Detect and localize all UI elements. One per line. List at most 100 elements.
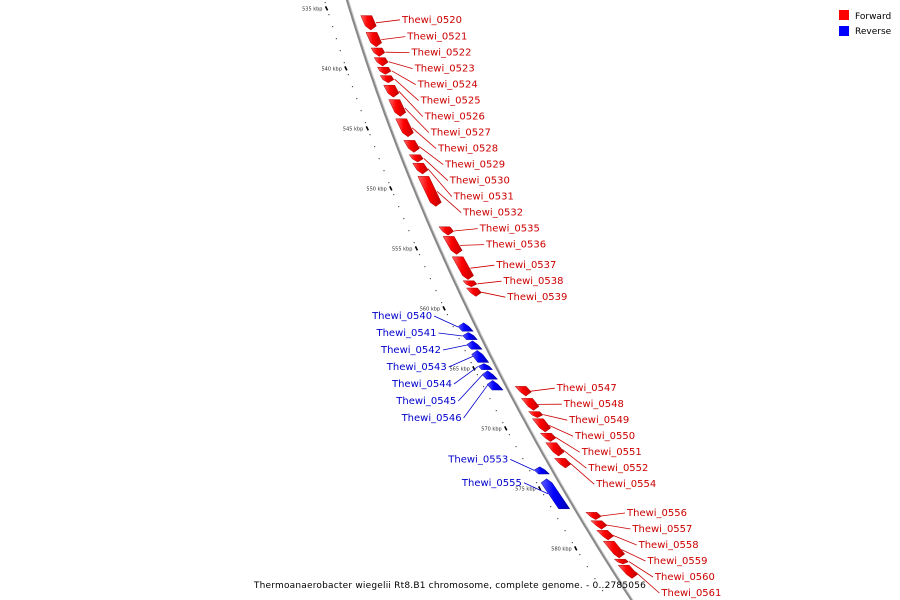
gene-arrow[interactable]: [602, 540, 626, 559]
gene-label-leader: [398, 90, 424, 117]
gene-label[interactable]: Thewi_0520: [401, 15, 462, 26]
gene-label[interactable]: Thewi_0540: [371, 311, 432, 322]
ruler-dot: [343, 62, 345, 64]
gene-arrow[interactable]: [486, 380, 504, 391]
gene-arrow[interactable]: [590, 520, 608, 530]
gene-arrow[interactable]: [417, 176, 442, 207]
legend-label-forward: Forward: [855, 12, 891, 22]
ruler-tick: [472, 366, 476, 371]
gene-label-leader: [375, 19, 401, 24]
gene-label[interactable]: Thewi_0554: [595, 479, 656, 490]
gene-label[interactable]: Thewi_0547: [556, 383, 617, 394]
gene-label[interactable]: Thewi_0535: [479, 224, 540, 235]
gene-label-leader: [391, 70, 416, 85]
gene-label-leader: [555, 437, 580, 453]
gene-label[interactable]: Thewi_0548: [563, 399, 624, 410]
gene-arrow[interactable]: [514, 386, 532, 397]
gene-label[interactable]: Thewi_0550: [574, 431, 635, 442]
gene-arrow[interactable]: [442, 236, 463, 255]
gene-label[interactable]: Thewi_0542: [380, 345, 441, 356]
gene-arrow[interactable]: [412, 162, 429, 175]
gene-arrow[interactable]: [477, 363, 494, 370]
gene-arrow[interactable]: [383, 84, 400, 98]
gene-arrow[interactable]: [451, 256, 474, 280]
gene-label[interactable]: Thewi_0549: [568, 415, 629, 426]
gene-label-leader: [411, 127, 437, 149]
ruler-dot: [571, 542, 573, 544]
gene-arrow[interactable]: [373, 57, 389, 67]
gene-arrow[interactable]: [466, 340, 483, 350]
gene-label[interactable]: Thewi_0536: [485, 240, 546, 251]
gene-arrow[interactable]: [527, 411, 544, 418]
gene-arrow[interactable]: [395, 118, 414, 138]
gene-label[interactable]: Thewi_0531: [453, 192, 514, 203]
gene-label[interactable]: Thewi_0529: [444, 160, 505, 171]
gene-arrow[interactable]: [377, 66, 392, 75]
gene-arrow[interactable]: [365, 32, 383, 48]
gene-label[interactable]: Thewi_0538: [503, 276, 564, 287]
gene-arrow[interactable]: [465, 287, 482, 297]
gene-arrow[interactable]: [408, 154, 424, 163]
gene-label[interactable]: Thewi_0539: [506, 292, 567, 303]
gene-label[interactable]: Thewi_0557: [631, 524, 692, 535]
gene-arrow[interactable]: [545, 442, 565, 457]
gene-arrow[interactable]: [585, 512, 602, 520]
gene-arrow[interactable]: [481, 370, 499, 380]
gene-label-leader: [606, 524, 631, 530]
gene-label-leader: [543, 414, 568, 421]
gene-label[interactable]: Thewi_0527: [430, 128, 491, 139]
gene-label[interactable]: Thewi_0541: [375, 328, 436, 339]
gene-label[interactable]: Thewi_0522: [411, 48, 472, 59]
gene-arrow[interactable]: [438, 226, 454, 236]
gene-label[interactable]: Thewi_0560: [654, 572, 715, 583]
ruler-dot: [383, 170, 385, 172]
gene-label[interactable]: Thewi_0553: [447, 454, 508, 465]
gene-arrow[interactable]: [617, 564, 638, 579]
gene-label[interactable]: Thewi_0525: [420, 96, 481, 107]
gene-label[interactable]: Thewi_0530: [449, 176, 510, 187]
gene-label[interactable]: Thewi_0532: [462, 208, 523, 219]
gene-arrow[interactable]: [540, 478, 571, 510]
gene-arrow[interactable]: [457, 322, 474, 332]
gene-arrow[interactable]: [533, 466, 551, 475]
gene-arrow[interactable]: [531, 418, 552, 433]
gene-arrow[interactable]: [388, 99, 407, 117]
gene-label[interactable]: Thewi_0528: [437, 144, 498, 155]
gene-label[interactable]: Thewi_0544: [391, 379, 452, 390]
gene-label[interactable]: Thewi_0543: [386, 362, 447, 373]
ruler-dot: [403, 218, 405, 220]
gene-arrow[interactable]: [403, 140, 420, 153]
gene-arrow[interactable]: [379, 75, 395, 84]
gene-arrow[interactable]: [553, 458, 572, 469]
gene-label[interactable]: Thewi_0558: [638, 540, 699, 551]
ruler-dot: [550, 506, 552, 508]
gene-arrow[interactable]: [539, 432, 557, 442]
gene-arrow[interactable]: [462, 332, 478, 340]
gene-arrow[interactable]: [613, 558, 629, 565]
gene-label[interactable]: Thewi_0537: [495, 260, 556, 271]
gene-arrow[interactable]: [471, 350, 490, 363]
gene-label[interactable]: Thewi_0551: [581, 447, 642, 458]
gene-label[interactable]: Thewi_0555: [461, 478, 522, 489]
gene-label[interactable]: Thewi_0546: [401, 413, 462, 424]
gene-label[interactable]: Thewi_0526: [424, 112, 485, 123]
gene-arrow[interactable]: [520, 398, 540, 411]
ruler-tick: [365, 126, 370, 131]
gene-label-leader: [404, 107, 430, 133]
gene-label-leader: [418, 146, 444, 165]
gene-label[interactable]: Thewi_0545: [395, 396, 456, 407]
gene-arrow[interactable]: [360, 15, 377, 31]
gene-label[interactable]: Thewi_0561: [660, 588, 721, 599]
ruler-tick: [442, 306, 446, 311]
gene-label[interactable]: Thewi_0559: [647, 556, 708, 567]
gene-label[interactable]: Thewi_0521: [406, 32, 467, 43]
gene-arrow[interactable]: [596, 530, 614, 541]
gene-label[interactable]: Thewi_0524: [417, 80, 478, 91]
gene-arrow[interactable]: [462, 280, 478, 288]
gene-label[interactable]: Thewi_0556: [626, 508, 687, 519]
gene-label[interactable]: Thewi_0523: [414, 64, 475, 75]
gene-arrow[interactable]: [370, 47, 386, 57]
gene-label[interactable]: Thewi_0552: [587, 463, 648, 474]
ruler-dot: [328, 14, 330, 16]
ruler-dot: [476, 374, 478, 376]
